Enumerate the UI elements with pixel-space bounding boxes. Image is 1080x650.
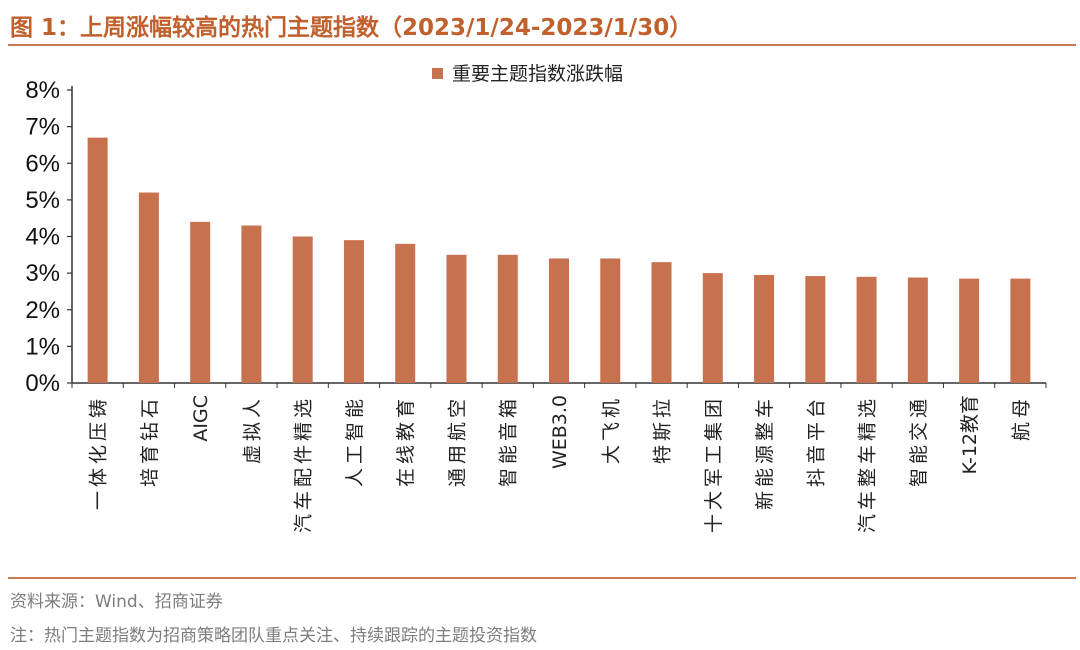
category-label: WEB3.0 <box>549 395 571 469</box>
category-label: 在线教育 <box>395 395 417 487</box>
category-label: 通用航空 <box>446 395 468 487</box>
bar <box>446 254 467 383</box>
category-label: K-12教育 <box>959 395 981 475</box>
figure-title: 图 1：上周涨幅较高的热门主题指数（2023/1/24-2023/1/30） <box>10 15 693 41</box>
bar <box>138 192 159 383</box>
source-note: 资料来源：Wind、招商证券 <box>10 592 223 612</box>
y-tick-label: 1% <box>25 333 60 360</box>
bar <box>959 278 980 383</box>
bar <box>856 276 877 383</box>
category-label: 一体化压铸 <box>88 395 110 510</box>
bar <box>1010 278 1031 383</box>
y-tick-label: 8% <box>25 77 60 104</box>
bar-chart: 0% 1% 2% 3% 4% 5% 6% 7% 8% 一体化压铸 培育钻石 AIGC 虚拟人 汽车配件精选… <box>25 63 1047 533</box>
category-label: 大飞机 <box>600 395 622 464</box>
category-label: 抖音平台 <box>805 395 827 487</box>
bar <box>87 137 108 383</box>
bar <box>241 225 262 383</box>
bar <box>497 254 518 383</box>
category-label: 智能音箱 <box>498 395 520 487</box>
category-label: 特斯拉 <box>652 395 674 464</box>
y-tick-label: 5% <box>25 187 60 214</box>
category-label: 十大军工集团 <box>703 395 725 533</box>
bar <box>702 273 723 383</box>
y-tick-label: 6% <box>25 150 60 177</box>
category-label: 虚拟人 <box>241 395 263 464</box>
bar <box>292 236 313 383</box>
category-label: 智能交通 <box>908 395 930 487</box>
bar <box>395 243 416 383</box>
y-tick-label: 2% <box>25 297 60 324</box>
y-tick-label: 7% <box>25 114 60 141</box>
category-label: AIGC <box>190 395 212 442</box>
bar <box>600 258 621 383</box>
y-tick-label: 4% <box>25 224 60 251</box>
bar <box>907 277 928 383</box>
category-label: 新能源整车 <box>754 395 776 510</box>
bar <box>190 221 211 383</box>
footer-rule <box>8 577 1076 579</box>
category-label: 汽车配件精选 <box>293 395 315 533</box>
category-label: 航母 <box>1010 395 1032 441</box>
legend-label: 重要主题指数涨跌幅 <box>452 63 623 85</box>
y-tick-label: 0% <box>25 370 60 397</box>
title-rule <box>8 44 1076 46</box>
category-label: 汽车整车精选 <box>857 395 879 533</box>
footnote: 注：热门主题指数为招商策略团队重点关注、持续跟踪的主题投资指数 <box>10 626 537 646</box>
bar <box>549 258 569 383</box>
category-label: 人工智能 <box>344 395 366 487</box>
legend-swatch <box>432 68 443 79</box>
bar <box>343 240 364 383</box>
bar <box>651 262 672 383</box>
bar <box>805 276 826 383</box>
category-label: 培育钻石 <box>139 395 161 487</box>
y-tick-label: 3% <box>25 260 60 287</box>
bar <box>754 274 775 383</box>
